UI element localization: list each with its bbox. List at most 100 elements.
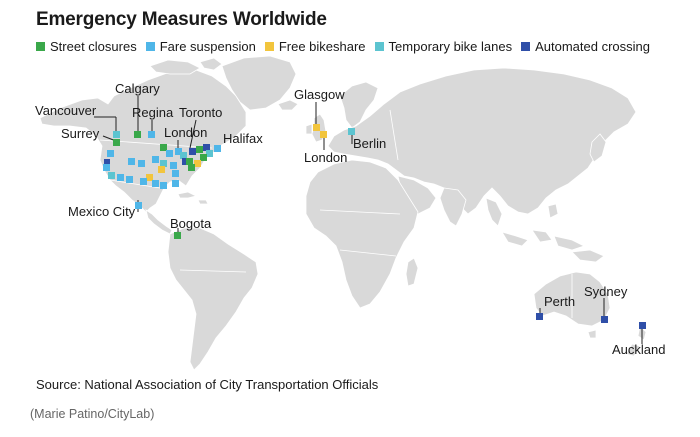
arctic-islands xyxy=(149,57,223,75)
southeast-asia-landmass xyxy=(485,197,503,227)
border-lines xyxy=(99,109,573,318)
marker-sf xyxy=(103,164,110,171)
label-auckland: Auckland xyxy=(612,342,665,357)
label-london-uk: London xyxy=(304,150,347,165)
marker-dallas xyxy=(146,174,153,181)
label-glasgow: Glasgow xyxy=(294,87,345,102)
marker-vancouver xyxy=(113,131,120,138)
marker-cle xyxy=(182,158,189,165)
caribbean-islands xyxy=(177,191,209,205)
marker-nash xyxy=(170,162,177,169)
marker-phil xyxy=(194,160,201,167)
city-markers xyxy=(103,124,646,329)
legend-item-temporary-bike-lanes: Temporary bike lanes xyxy=(374,39,513,54)
marker-houston xyxy=(152,180,159,187)
marker-london-ca xyxy=(175,148,182,155)
label-toronto: Toronto xyxy=(179,105,222,120)
land-layer xyxy=(39,55,647,371)
legend-label-temporary-bike-lanes: Temporary bike lanes xyxy=(388,39,513,54)
label-london-ca: London xyxy=(164,125,207,140)
marker-toronto xyxy=(189,148,196,155)
marker-portland xyxy=(104,159,110,165)
legend-item-street-closures: Street closures xyxy=(36,39,137,54)
fare-suspension-swatch xyxy=(145,42,155,51)
label-perth: Perth xyxy=(544,294,575,309)
marker-bogota xyxy=(174,232,181,239)
africa-border-1 xyxy=(319,209,401,215)
marker-memphis xyxy=(158,166,165,173)
greenland-landmass xyxy=(221,55,297,111)
label-calgary: Calgary xyxy=(115,81,160,96)
marker-pitt xyxy=(186,158,193,165)
iceland-landmass xyxy=(277,99,299,111)
marker-ottawa xyxy=(196,146,203,153)
marker-dc xyxy=(188,164,195,171)
label-halifax: Halifax xyxy=(223,131,263,146)
automated-crossing-swatch xyxy=(521,42,531,51)
marker-tampa xyxy=(172,180,179,187)
marker-austin xyxy=(140,178,147,185)
label-regina: Regina xyxy=(132,105,174,120)
madagascar-landmass xyxy=(405,257,419,287)
eurasia-landmass xyxy=(327,67,637,215)
marker-phx xyxy=(126,176,133,183)
marker-seattle xyxy=(107,150,114,157)
marker-nola xyxy=(160,182,167,189)
legend-item-free-bikeshare: Free bikeshare xyxy=(264,39,366,54)
europe-asia-border xyxy=(389,109,399,161)
legend-item-fare-suspension: Fare suspension xyxy=(145,39,256,54)
new-zealand-landmass xyxy=(625,325,647,357)
scandinavia-landmass xyxy=(339,81,379,129)
marker-perth xyxy=(536,313,543,320)
marker-stl xyxy=(160,160,167,167)
south-america-landmass xyxy=(167,227,259,371)
central-america-landmass xyxy=(145,209,173,235)
marker-nyc xyxy=(200,154,207,161)
marker-sydney xyxy=(601,316,608,323)
africa-border-2 xyxy=(339,249,397,257)
marker-sd xyxy=(117,174,124,181)
marker-denver xyxy=(138,160,145,167)
africa-landmass xyxy=(305,159,419,309)
us-mexico-border xyxy=(109,179,161,189)
street-closures-swatch xyxy=(36,42,45,51)
legend: Street closures Fare suspension Free bik… xyxy=(36,39,650,54)
label-bogota: Bogota xyxy=(170,216,212,231)
marker-montreal xyxy=(203,144,210,151)
marker-calgary xyxy=(134,131,141,138)
temporary-bike-lanes-swatch xyxy=(374,42,384,51)
marker-regina xyxy=(148,131,155,138)
new-guinea-landmass xyxy=(571,249,605,263)
leader-toronto xyxy=(189,119,197,149)
label-surrey: Surrey xyxy=(61,126,100,141)
label-mexico-city: Mexico City xyxy=(68,204,136,219)
label-berlin: Berlin xyxy=(353,136,386,151)
marker-minneapolis xyxy=(160,144,167,151)
label-sydney: Sydney xyxy=(584,284,628,299)
legend-label-automated-crossing: Automated crossing xyxy=(535,39,651,54)
marker-berlin xyxy=(348,128,355,135)
map-title: Emergency Measures Worldwide xyxy=(36,9,327,30)
marker-la xyxy=(108,172,115,179)
tasmania-landmass xyxy=(587,329,597,339)
free-bikeshare-swatch xyxy=(264,42,274,51)
north-america-landmass xyxy=(39,69,247,213)
city-labels: Calgary Vancouver Regina Toronto Surrey … xyxy=(35,81,665,357)
marker-kc xyxy=(152,156,159,163)
marker-atl xyxy=(172,170,179,177)
india-landmass xyxy=(439,187,467,227)
legend-item-automated-crossing: Automated crossing xyxy=(521,39,650,54)
source-note: Source: National Association of City Tra… xyxy=(36,377,379,392)
legend-label-free-bikeshare: Free bikeshare xyxy=(278,39,366,54)
indonesia-islands xyxy=(501,203,586,251)
image-credit: (Marie Patino/CityLab) xyxy=(30,407,155,421)
south-america-border xyxy=(179,269,247,273)
legend-label-fare-suspension: Fare suspension xyxy=(159,39,256,54)
marker-surrey xyxy=(113,139,120,146)
marker-slc xyxy=(128,158,135,165)
marker-glasgow xyxy=(313,124,320,131)
marker-detroit xyxy=(180,152,187,159)
marker-halifax xyxy=(214,145,221,152)
legend-label-street-closures: Street closures xyxy=(50,39,137,54)
